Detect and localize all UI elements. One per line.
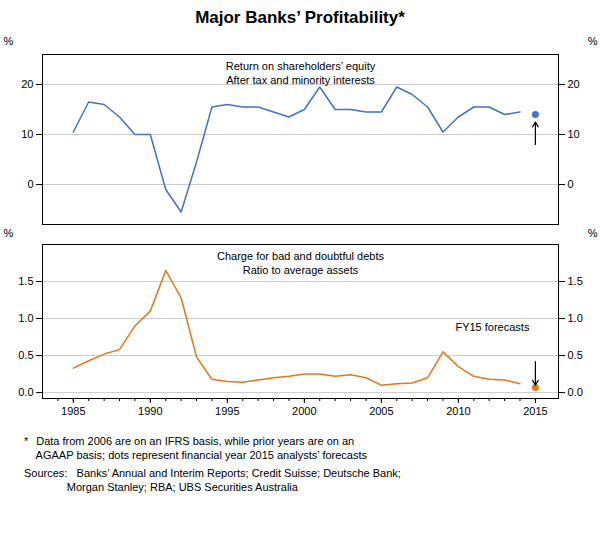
svg-text:0.5: 0.5 bbox=[568, 349, 583, 361]
svg-text:1.0: 1.0 bbox=[18, 312, 33, 324]
svg-text:2005: 2005 bbox=[369, 405, 393, 417]
svg-text:0: 0 bbox=[568, 178, 574, 190]
svg-text:2000: 2000 bbox=[292, 405, 316, 417]
svg-text:1.0: 1.0 bbox=[568, 312, 583, 324]
svg-text:2015: 2015 bbox=[523, 405, 547, 417]
svg-text:%: % bbox=[588, 227, 598, 239]
svg-text:%: % bbox=[4, 35, 14, 47]
svg-text:20: 20 bbox=[568, 78, 580, 90]
svg-text:1990: 1990 bbox=[138, 405, 162, 417]
svg-text:%: % bbox=[588, 35, 598, 47]
svg-text:FY15 forecasts: FY15 forecasts bbox=[455, 321, 529, 333]
svg-text:Charge for bad and doubtful de: Charge for bad and doubtful debtsRatio t… bbox=[217, 250, 384, 276]
svg-text:0.0: 0.0 bbox=[568, 386, 583, 398]
svg-text:%: % bbox=[4, 227, 14, 239]
html-text:Data from 2006 are on an IFRS: Data from 2006 are on an IFRS basis, whi… bbox=[24, 435, 355, 447]
svg-text:Return on shareholders’ equity: Return on shareholders’ equityAfter tax … bbox=[226, 60, 376, 86]
svg-text:10: 10 bbox=[568, 128, 580, 140]
html-text:Sources: Banks’ Annual and Int: Sources: Banks’ Annual and Interim Repor… bbox=[24, 467, 401, 479]
svg-text:10: 10 bbox=[21, 128, 33, 140]
svg-text:1985: 1985 bbox=[61, 405, 85, 417]
svg-text:1.5: 1.5 bbox=[18, 275, 33, 287]
svg-text:0: 0 bbox=[27, 178, 33, 190]
svg-text:1.5: 1.5 bbox=[568, 275, 583, 287]
svg-text:0.0: 0.0 bbox=[18, 386, 33, 398]
html-text:Morgan Stanley; RBA; UBS Secur: Morgan Stanley; RBA; UBS Securities Aust… bbox=[24, 481, 298, 493]
svg-text:1995: 1995 bbox=[215, 405, 239, 417]
html-text:Major Banks’ Profitability*: Major Banks’ Profitability* bbox=[195, 8, 405, 27]
svg-text:2010: 2010 bbox=[446, 405, 470, 417]
svg-text:20: 20 bbox=[21, 78, 33, 90]
html-text:AGAAP basis; dots represent fi: AGAAP basis; dots represent financial ye… bbox=[24, 449, 367, 461]
svg-text:0.5: 0.5 bbox=[18, 349, 33, 361]
